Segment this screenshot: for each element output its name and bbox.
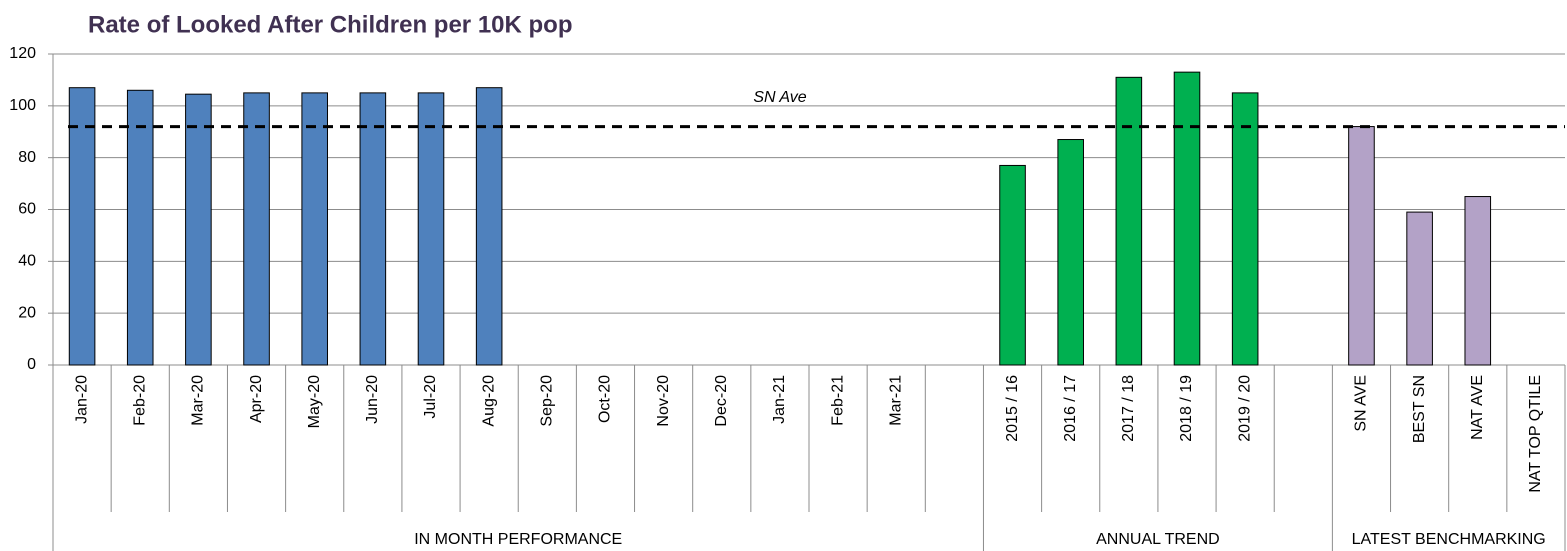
x-tick-label: Sep-20	[539, 375, 556, 427]
x-tick-label: Jul-20	[422, 375, 439, 419]
bar	[999, 164, 1026, 366]
group-label: LATEST BENCHMARKING	[1352, 531, 1546, 548]
y-tick-label: 60	[18, 201, 36, 218]
x-tick-label: Jun-20	[364, 375, 381, 424]
bar	[417, 92, 445, 366]
bar	[1348, 126, 1375, 366]
x-tick-label: Nov-20	[655, 375, 672, 427]
x-tick-label: NAT TOP QTILE	[1527, 375, 1544, 493]
bar	[1231, 92, 1259, 366]
bar	[68, 87, 96, 366]
x-tick-label: Mar-20	[190, 375, 207, 426]
x-tick-label: 2015 / 16	[1004, 375, 1021, 442]
bar	[359, 92, 387, 366]
x-tick-label: 2017 / 18	[1120, 375, 1137, 442]
x-tick-label: Jan-21	[771, 375, 788, 424]
y-tick-label: 20	[18, 304, 36, 321]
x-tick-label: Apr-20	[248, 375, 265, 423]
reference-label: SN Ave	[753, 89, 806, 106]
group-label: IN MONTH PERFORMANCE	[414, 531, 622, 548]
bar	[301, 92, 328, 366]
x-tick-label: 2019 / 20	[1236, 375, 1253, 442]
bar	[1057, 139, 1084, 366]
bar	[475, 87, 503, 366]
bar	[1406, 211, 1433, 366]
x-tick-label: May-20	[306, 375, 323, 428]
bar	[1173, 71, 1201, 366]
chart-title: Rate of Looked After Children per 10K po…	[88, 11, 573, 38]
bar	[126, 89, 154, 366]
x-tick-label: Aug-20	[480, 375, 497, 427]
bar	[1464, 196, 1492, 366]
bar	[243, 92, 270, 366]
x-tick-label: 2018 / 19	[1178, 375, 1195, 442]
group-label: ANNUAL TREND	[1096, 531, 1220, 548]
y-tick-label: 100	[9, 97, 36, 114]
y-tick-label: 0	[27, 356, 36, 373]
x-tick-label: Jan-20	[73, 375, 90, 424]
bar	[1115, 76, 1143, 366]
x-tick-label: BEST SN	[1411, 375, 1428, 443]
bar	[185, 93, 212, 366]
x-tick-label: Dec-20	[713, 375, 730, 427]
x-tick-label: NAT AVE	[1469, 375, 1486, 440]
x-tick-label: Oct-20	[597, 375, 614, 423]
y-tick-label: 120	[9, 45, 36, 62]
x-tick-label: Mar-21	[887, 375, 904, 426]
x-tick-label: SN AVE	[1353, 375, 1370, 432]
y-tick-label: 40	[18, 253, 36, 270]
x-tick-label: 2016 / 17	[1062, 375, 1079, 442]
x-tick-label: Feb-20	[131, 375, 148, 426]
y-tick-label: 80	[18, 149, 36, 166]
x-tick-label: Feb-21	[829, 375, 846, 426]
